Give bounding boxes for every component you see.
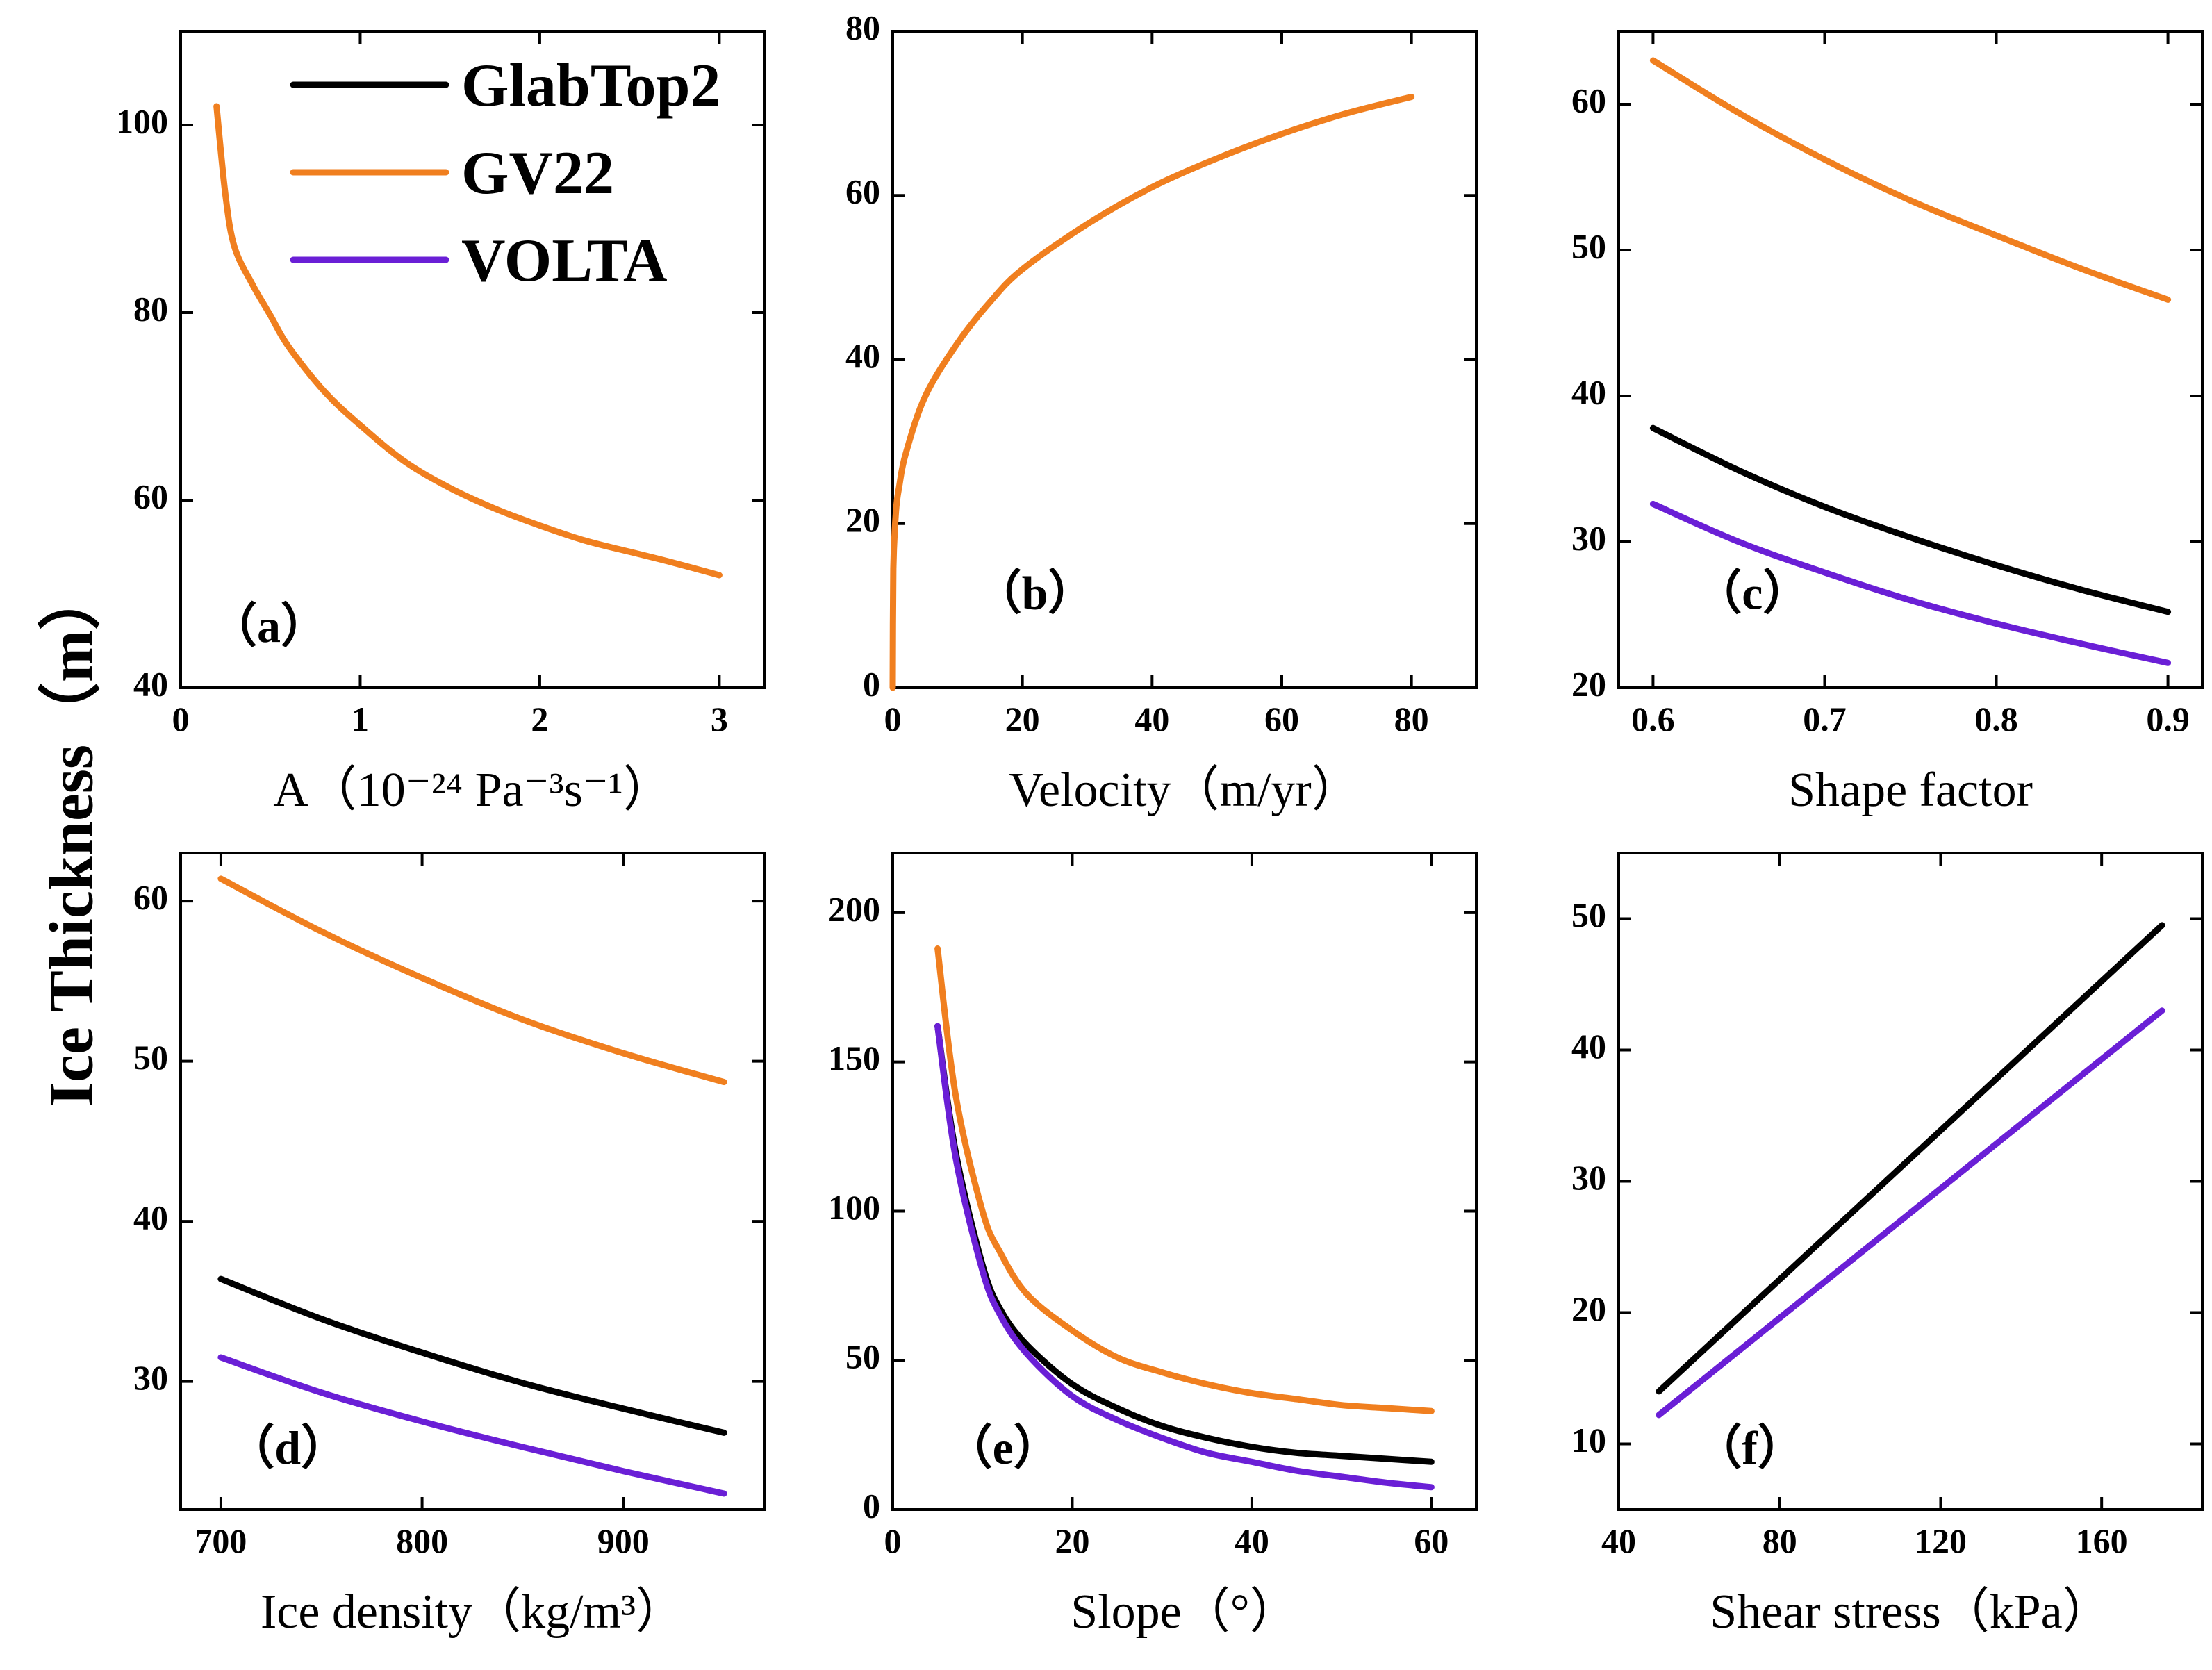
panel-d: 700 800 900 30 40 50 60 Ice density（kg/m³） （d） xyxy=(133,852,766,1639)
y-axis-label: Ice Thickness（m） xyxy=(38,568,106,1107)
legend-label-glabtop2: GlabTop2 xyxy=(461,52,720,119)
panel-e-tag: （e） xyxy=(946,1421,1061,1474)
panel-d-series-volta xyxy=(217,1354,727,1497)
legend-item-gv22: GV22 xyxy=(290,140,614,207)
panel-d-ytick-label-1: 40 xyxy=(133,1198,168,1237)
panel-c-ytick-label-1: 30 xyxy=(1571,518,1606,557)
panel-d-tag: （d） xyxy=(227,1421,348,1474)
panel-a-ytick-label-0: 40 xyxy=(133,664,168,703)
panel-d-xtick-label-1: 800 xyxy=(396,1521,448,1560)
panel-a-xtick-label-0: 0 xyxy=(172,700,190,738)
panel-c-ytick-label-0: 20 xyxy=(1571,664,1606,703)
panel-f-xtick-label-0: 40 xyxy=(1601,1521,1636,1560)
panel-e-xtick-label-0: 0 xyxy=(884,1521,902,1560)
panel-f-ytick-label-0: 10 xyxy=(1571,1421,1606,1460)
panel-d-xtick-label-2: 900 xyxy=(597,1521,650,1560)
panel-a-xtick-label-2: 2 xyxy=(531,700,548,738)
panel-a-ytick-label-1: 60 xyxy=(133,477,168,515)
panel-d-xlabel: Ice density（kg/m³） xyxy=(261,1585,684,1639)
panel-d-xtick-label-0: 700 xyxy=(195,1521,247,1560)
panel-c-ytick-label-4: 60 xyxy=(1571,81,1606,119)
panel-d-ytick-label-2: 50 xyxy=(133,1038,168,1077)
panel-c-frame xyxy=(1617,30,2204,689)
panel-c-tag: （c） xyxy=(1694,567,1810,620)
panel-e-xlabel: Slope（°） xyxy=(1071,1585,1298,1639)
panel-d-series-glabtop2 xyxy=(217,1275,727,1436)
panel-a-tag: （a） xyxy=(210,600,328,652)
legend: GlabTop2 GV22 VOLTA xyxy=(290,52,720,295)
panel-e-xtick-label-3: 60 xyxy=(1414,1521,1448,1560)
panel-e-xtick-label-2: 40 xyxy=(1235,1521,1269,1560)
panel-d-ytick-label-3: 60 xyxy=(133,878,168,917)
panel-c-series-gv22 xyxy=(1649,57,2172,303)
panel-a-xlabel: A（10⁻²⁴ Pa⁻³s⁻¹） xyxy=(273,763,672,817)
panel-e-series-glabtop2 xyxy=(934,1023,1435,1465)
panel-e-ytick-label-3: 150 xyxy=(828,1039,880,1077)
panel-a-ytick-label-3: 100 xyxy=(116,101,168,140)
panel-b-tag: （b） xyxy=(975,567,1096,620)
panel-f-ytick-label-3: 40 xyxy=(1571,1027,1606,1066)
panel-b-ytick-label-4: 80 xyxy=(845,8,880,47)
panel-b-xtick-label-3: 60 xyxy=(1264,700,1299,738)
panel-e-ytick-label-2: 100 xyxy=(828,1188,880,1227)
panel-c-xlabel: Shape factor xyxy=(1788,763,2033,817)
panel-c-xtick-label-2: 0.8 xyxy=(1974,700,2018,738)
panel-c-series-volta xyxy=(1649,500,2172,666)
panel-d-series-gv22 xyxy=(217,875,727,1086)
panel-f-tag: （f） xyxy=(1694,1421,1805,1474)
panel-c: 0.6 0.7 0.8 0.9 20 30 40 50 60 Shape factor （c） xyxy=(1571,30,2204,817)
legend-item-volta: VOLTA xyxy=(290,227,668,295)
panel-f-series-volta xyxy=(1656,1007,2165,1419)
panel-e-frame xyxy=(891,852,1478,1511)
panel-f: 40 80 120 160 10 20 30 40 50 Shear stress（kPa） （f） xyxy=(1571,852,2204,1639)
panel-b-ytick-label-2: 40 xyxy=(845,336,880,375)
panel-c-series-glabtop2 xyxy=(1649,424,2172,615)
panel-d-ytick-label-0: 30 xyxy=(133,1358,168,1397)
panel-f-series-glabtop2 xyxy=(1656,922,2165,1395)
panel-c-ytick-label-2: 40 xyxy=(1571,372,1606,411)
panel-d-frame xyxy=(179,852,766,1511)
panel-b-xtick-label-0: 0 xyxy=(884,700,902,738)
panel-a: 0 1 2 3 40 60 80 100 A（10⁻²⁴ Pa⁻³s⁻¹） （a） xyxy=(116,30,766,817)
legend-label-gv22: GV22 xyxy=(461,140,614,207)
panel-b-ytick-label-0: 0 xyxy=(863,664,880,703)
panel-e-ytick-label-4: 200 xyxy=(828,889,880,928)
panel-a-frame xyxy=(179,30,766,689)
panel-f-ytick-label-1: 20 xyxy=(1571,1289,1606,1328)
panel-a-xtick-label-1: 1 xyxy=(352,700,369,738)
panel-b-xtick-label-1: 20 xyxy=(1005,700,1040,738)
panel-b-ytick-label-1: 20 xyxy=(845,500,880,539)
panel-f-xtick-label-3: 160 xyxy=(2076,1521,2128,1560)
panel-c-xtick-label-0: 0.6 xyxy=(1631,700,1675,738)
panel-f-frame xyxy=(1617,852,2204,1511)
panel-b-xtick-label-4: 80 xyxy=(1394,700,1429,738)
panel-f-xlabel: Shear stress（kPa） xyxy=(1710,1585,2111,1639)
panel-b: 0 20 40 60 80 0 20 40 60 80 Velocity（m/yr） （b） xyxy=(845,8,1478,817)
panel-a-ytick-label-2: 80 xyxy=(133,289,168,328)
legend-item-glabtop2: GlabTop2 xyxy=(290,52,720,119)
panel-a-xtick-label-3: 3 xyxy=(711,700,728,738)
panel-a-series-gv22 xyxy=(213,103,723,579)
panel-e-ytick-label-1: 50 xyxy=(845,1337,880,1376)
panel-c-xtick-label-1: 0.7 xyxy=(1803,700,1847,738)
panel-b-ytick-label-3: 60 xyxy=(845,172,880,211)
panel-c-ytick-label-3: 50 xyxy=(1571,226,1606,265)
panel-f-ytick-label-2: 30 xyxy=(1571,1158,1606,1197)
panel-c-xtick-label-3: 0.9 xyxy=(2146,700,2190,738)
panel-b-xlabel: Velocity（m/yr） xyxy=(1009,763,1360,817)
panel-f-ytick-label-4: 50 xyxy=(1571,895,1606,934)
panel-b-series-gv22 xyxy=(889,94,1415,691)
panel-e-series-volta xyxy=(934,1023,1435,1491)
panel-b-xtick-label-2: 40 xyxy=(1134,700,1169,738)
panel-e-xtick-label-1: 20 xyxy=(1055,1521,1089,1560)
panel-e: 0 20 40 60 0 50 100 150 200 Slope（°） （e） xyxy=(828,852,1478,1639)
panel-f-xtick-label-2: 120 xyxy=(1915,1521,1967,1560)
panel-f-xtick-label-1: 80 xyxy=(1763,1521,1797,1560)
legend-label-volta: VOLTA xyxy=(461,227,668,295)
panel-e-series-gv22 xyxy=(934,945,1435,1414)
panel-e-ytick-label-0: 0 xyxy=(863,1486,880,1525)
